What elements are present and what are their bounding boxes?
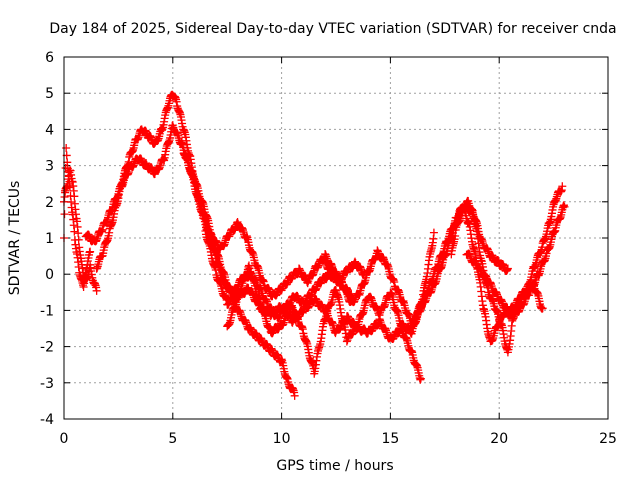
- y-tick-label: 2: [45, 195, 54, 211]
- x-tick-label: 5: [168, 431, 177, 447]
- x-tick-label: 25: [599, 431, 617, 447]
- y-tick-label: 5: [45, 86, 54, 102]
- data-point-plus: [538, 304, 547, 313]
- y-tick-labels: -4 -3 -2 -1 0 1 2 3 4 5 6: [40, 50, 54, 428]
- y-axis-label: SDTVAR / TECUs: [7, 181, 23, 296]
- y-tick-label: -1: [40, 303, 54, 319]
- y-tick-label: -3: [40, 376, 54, 392]
- x-tick-labels: 0 5 10 15 20 25: [60, 431, 617, 447]
- y-tick-label: 0: [45, 267, 54, 283]
- y-tick-label: -4: [40, 412, 54, 428]
- satellite-track-2: [60, 166, 101, 295]
- data-point-plus: [558, 182, 567, 191]
- data-point-plus: [290, 391, 299, 400]
- y-tick-label: 1: [45, 231, 54, 247]
- data-point-plus: [86, 247, 95, 256]
- y-tick-label: -2: [40, 340, 54, 356]
- grid: [64, 57, 608, 419]
- plot-frame: [63, 56, 609, 420]
- data-points: [60, 90, 569, 400]
- data-point-plus: [429, 228, 438, 237]
- y-tick-label: 3: [45, 159, 54, 175]
- data-point-plus: [60, 210, 69, 219]
- x-tick-label: 10: [273, 431, 291, 447]
- data-point-plus: [560, 202, 569, 211]
- x-tick-label: 0: [60, 431, 69, 447]
- data-point-plus: [416, 374, 425, 383]
- data-point-plus: [74, 235, 83, 244]
- x-tick-label: 15: [381, 431, 399, 447]
- y-tick-label: 4: [45, 122, 54, 138]
- data-point-plus: [70, 227, 79, 236]
- x-tick-label: 20: [490, 431, 508, 447]
- data-point-plus: [92, 286, 101, 295]
- chart-title: Day 184 of 2025, Sidereal Day-to-day VTE…: [49, 21, 616, 37]
- x-axis-label: GPS time / hours: [276, 458, 393, 474]
- data-point-plus: [70, 192, 79, 201]
- y-tick-label: 6: [45, 50, 54, 66]
- satellite-track-5: [179, 149, 299, 400]
- data-point-plus: [503, 264, 512, 273]
- satellite-track-9: [408, 201, 569, 346]
- satellite-track-11: [462, 249, 547, 317]
